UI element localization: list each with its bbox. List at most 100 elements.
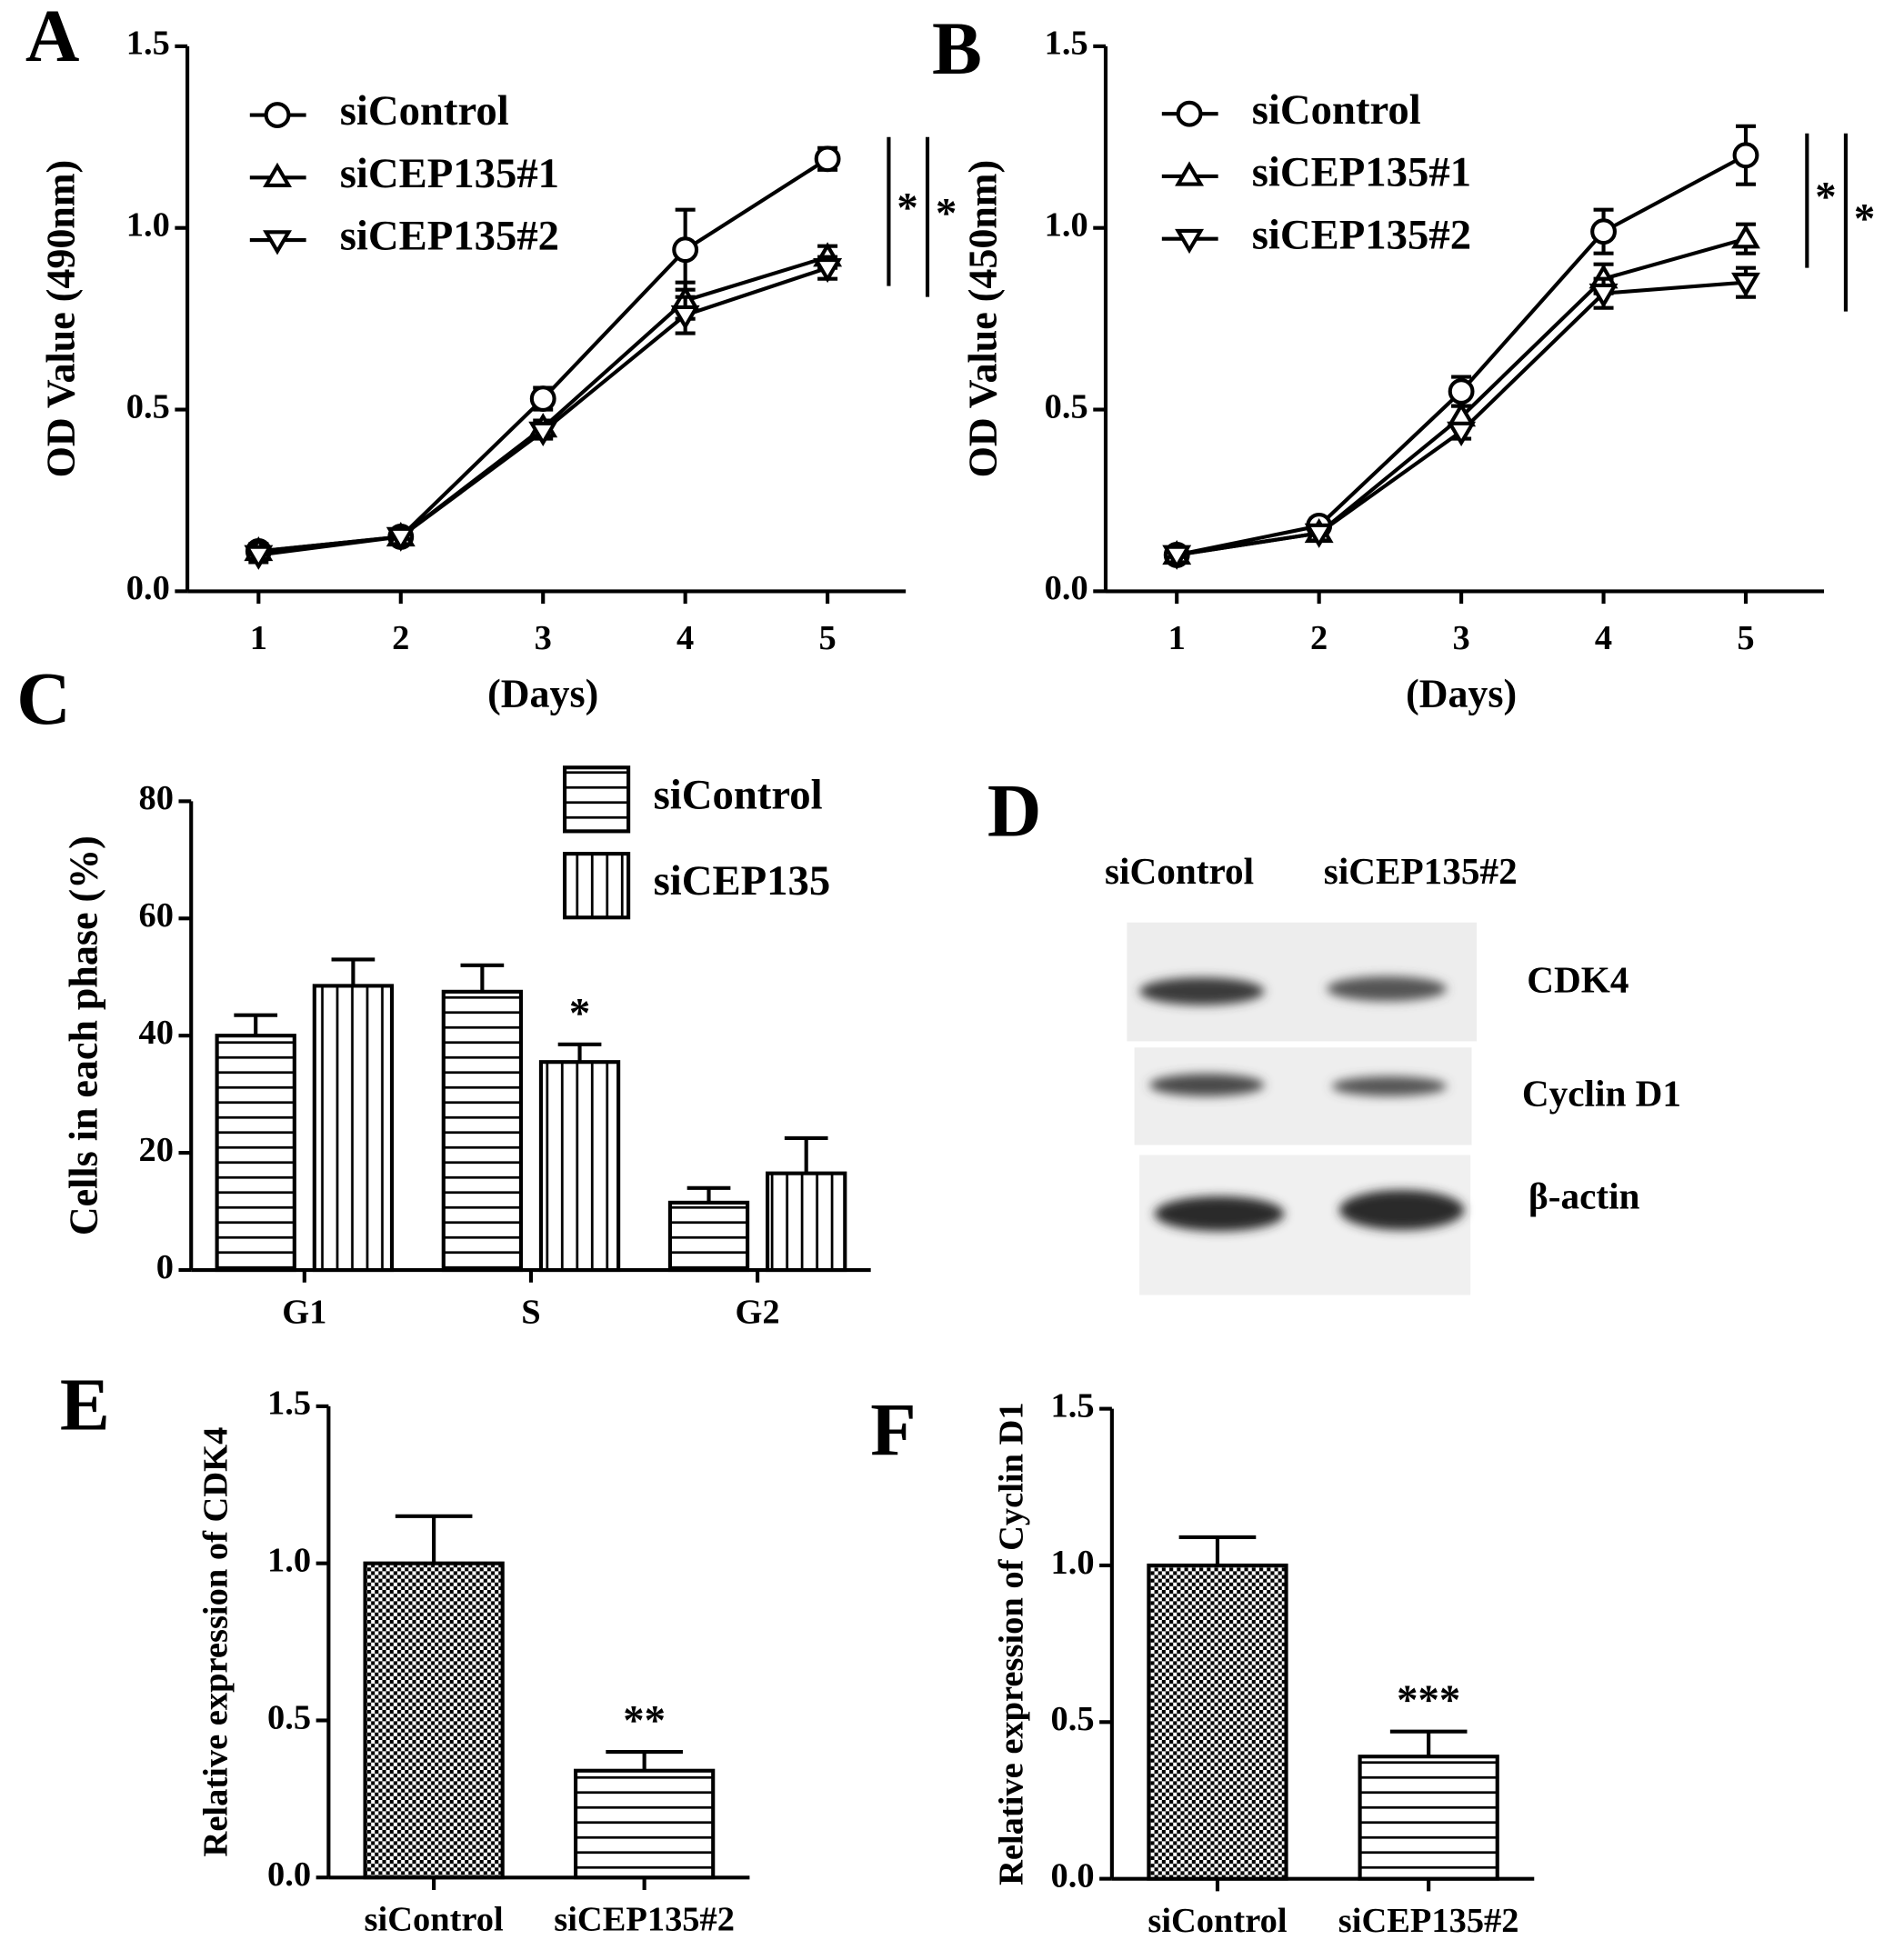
blot-band	[1139, 977, 1265, 1005]
error-bar	[557, 1042, 602, 1063]
x-tick-label: S	[521, 1293, 540, 1331]
y-tick-label: 80	[139, 779, 174, 817]
marker	[1731, 224, 1760, 249]
x-axis-label: (Days)	[1406, 671, 1517, 715]
panel-letter: F	[870, 1388, 916, 1471]
x-tick-label: 5	[1737, 619, 1754, 657]
x-tick-label: 4	[676, 619, 694, 657]
marker	[1447, 421, 1477, 446]
marker	[670, 305, 700, 331]
significance-label: *	[1854, 195, 1875, 242]
y-tick-label: 40	[139, 1014, 174, 1052]
bar	[312, 984, 395, 1273]
chart-panel: C 0 20 40 60 80 Cells in each phase (%) G1 S * G2 s…	[16, 657, 871, 1331]
error-bar	[331, 957, 376, 986]
y-tick-label: 0.0	[126, 569, 170, 607]
legend-label: siControl	[1252, 86, 1421, 134]
marker	[244, 545, 274, 570]
legend-label: siControl	[340, 87, 509, 135]
bar	[363, 1561, 505, 1880]
lane-label: siControl	[1105, 850, 1254, 892]
marker	[528, 421, 558, 446]
band-label: β-actin	[1528, 1175, 1639, 1216]
blot-band	[1338, 1190, 1465, 1230]
chart-panel: F 0.0 0.5 1.0 1.5 Relative expression of Cycl…	[870, 1386, 1535, 1940]
panel-letter: E	[60, 1364, 110, 1446]
y-tick-label: 1.0	[126, 206, 170, 245]
y-axis-label: OD Value (490nm)	[39, 160, 84, 477]
bar	[215, 1034, 296, 1273]
chart-panel: E 0.0 0.5 1.0 1.5 Relative expression of CDK4…	[60, 1364, 750, 1939]
error-bar	[1178, 1535, 1257, 1565]
marker	[1175, 161, 1205, 186]
blot-band	[1327, 975, 1448, 1002]
x-tick-label: siCEP135#2	[1338, 1902, 1519, 1940]
band-label: CDK4	[1527, 959, 1628, 1001]
blot-panel: D siControl siCEP135#2 CDK4 Cyclin D1 β-…	[987, 770, 1681, 1295]
marker	[264, 102, 291, 128]
bar	[1358, 1755, 1499, 1881]
band-label: Cyclin D1	[1522, 1073, 1681, 1115]
y-tick-label: 0.5	[126, 387, 170, 425]
y-tick-label: 1.5	[1045, 25, 1088, 63]
x-tick-label: siControl	[1147, 1902, 1287, 1940]
bar	[766, 1171, 847, 1273]
legend-label: siControl	[654, 771, 823, 818]
error-bar	[1389, 1729, 1468, 1757]
legend-label: siCEP135#2	[340, 213, 559, 260]
chart-panel: B 0.0 0.5 1.0 1.5 OD Value (450nm) 1 2 3 4 5 (Days)…	[932, 7, 1875, 716]
marker	[263, 230, 292, 255]
marker	[1731, 272, 1760, 298]
x-tick-label: 4	[1595, 619, 1612, 657]
x-tick-label: siCEP135#2	[554, 1901, 735, 1939]
legend-label: siCEP135#2	[1252, 211, 1471, 258]
x-tick-label: 1	[250, 619, 267, 657]
error-bar	[686, 1185, 731, 1203]
error-bar	[395, 1514, 473, 1564]
x-tick-label: 3	[1452, 619, 1469, 657]
significance-label: *	[1815, 173, 1836, 220]
panel-letter: C	[16, 657, 71, 740]
legend-label: siCEP135#1	[340, 150, 559, 197]
bar	[538, 1060, 621, 1273]
y-tick-label: 0.0	[1051, 1856, 1095, 1895]
marker	[672, 236, 699, 264]
error-bar	[234, 1013, 278, 1036]
y-tick-label: 1.0	[1051, 1544, 1095, 1582]
blot-band	[1331, 1075, 1448, 1096]
marker	[1588, 283, 1618, 309]
marker	[386, 526, 416, 552]
significance-label: **	[623, 1696, 666, 1744]
marker	[1590, 218, 1617, 245]
error-bar	[784, 1135, 828, 1174]
x-tick-label: G1	[282, 1293, 326, 1331]
panel-letter: A	[25, 0, 80, 77]
legend-swatch	[562, 765, 631, 834]
legend-swatch	[562, 852, 631, 920]
marker	[263, 162, 292, 187]
y-tick-label: 0.5	[1051, 1700, 1095, 1738]
y-tick-label: 0.5	[267, 1698, 311, 1736]
x-tick-label: 2	[392, 619, 409, 657]
y-tick-label: 1.5	[267, 1385, 311, 1423]
marker	[1448, 378, 1475, 405]
x-axis-label: (Days)	[487, 671, 598, 715]
marker	[813, 257, 843, 284]
blot-band	[1154, 1195, 1285, 1232]
x-tick-label: G2	[736, 1293, 780, 1331]
y-tick-label: 0.0	[1045, 569, 1088, 607]
legend-label: siCEP135	[654, 857, 831, 905]
y-axis-label: Cells in each phase (%)	[61, 835, 105, 1235]
significance-label: *	[897, 184, 917, 231]
significance-label: ***	[1397, 1676, 1460, 1724]
blot-band	[1149, 1074, 1265, 1096]
x-tick-label: 2	[1310, 619, 1328, 657]
bar	[667, 1200, 750, 1273]
y-tick-label: 1.0	[1045, 206, 1088, 245]
marker	[1732, 142, 1759, 169]
bar	[574, 1768, 716, 1880]
bar	[441, 989, 524, 1273]
y-axis-label: OD Value (450nm)	[961, 160, 1006, 477]
x-tick-label: 5	[818, 619, 836, 657]
